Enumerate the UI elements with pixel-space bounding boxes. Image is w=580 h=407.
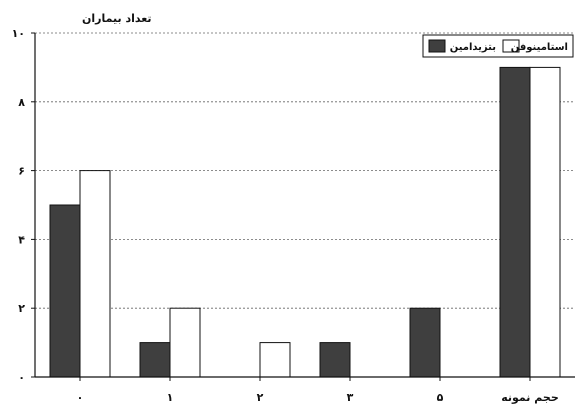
bar-series-2 [529, 66, 561, 378]
legend-box [422, 34, 574, 58]
y-tick-label: ۸ [18, 96, 25, 109]
bar-series-1 [499, 66, 531, 378]
bar-series-2 [169, 307, 201, 378]
x-tick-label: ۳ [347, 391, 354, 404]
x-axis-ticks: ۰ ۱ ۲ ۳ ۵ حجم نمونه [77, 377, 559, 404]
bar-series-1 [319, 342, 351, 378]
y-axis-ticks: ۰ ۲ ۴ ۶ ۸ ۱۰ [12, 27, 35, 384]
y-tick-label: ۶ [18, 165, 25, 178]
axes [34, 33, 575, 378]
bar-series-2 [79, 170, 111, 378]
legend: بتزیدامین استامینوفن [422, 34, 574, 58]
x-tick-label: حجم نمونه [501, 391, 559, 404]
legend-label-acetaminophen: استامینوفن [511, 42, 568, 53]
y-tick-label: ۲ [18, 302, 25, 315]
grid-lines [35, 32, 575, 309]
x-tick-label: ۲ [257, 391, 264, 404]
x-tick-label: ۱ [167, 391, 174, 404]
x-tick-label: ۵ [437, 391, 444, 404]
bar-series-1 [49, 204, 81, 378]
y-tick-label: ۱۰ [12, 27, 25, 40]
x-tick-label: ۰ [77, 391, 84, 404]
legend-swatch-acetaminophen [502, 39, 520, 53]
bar-series-1 [409, 307, 441, 378]
bars [49, 66, 561, 378]
y-axis-title: تعداد بیماران [82, 12, 152, 25]
bar-series-2 [259, 342, 291, 378]
y-tick-label: ۰ [18, 371, 25, 384]
legend-swatch-bazedoxifene [428, 39, 446, 53]
y-tick-label: ۴ [18, 233, 25, 246]
bar-series-1 [139, 342, 171, 378]
legend-label-bazedoxifene: بتزیدامین [450, 42, 496, 53]
